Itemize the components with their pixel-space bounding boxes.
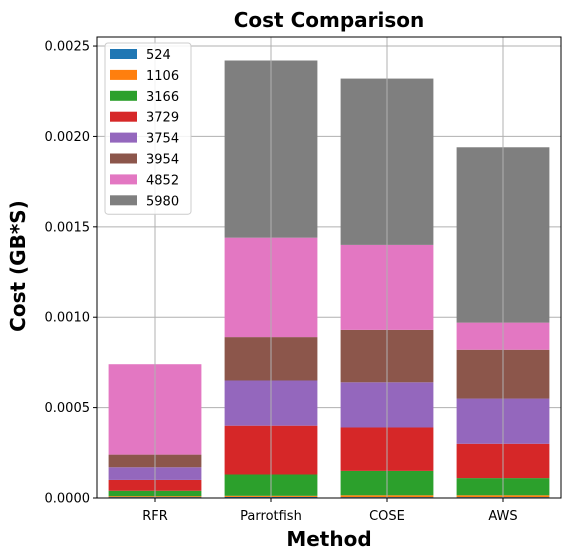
legend-swatch	[110, 49, 137, 59]
legend-entry: 3754	[146, 132, 179, 147]
legend-entry: 524	[146, 48, 171, 63]
legend-entry: 1106	[146, 69, 179, 84]
plot-frame	[96, 36, 562, 499]
chart-title: Cost Comparison	[234, 8, 425, 32]
axis-ticks: 0.0000 0.0005 0.0010 0.0015 0.0020 0.0025 RFR P…	[45, 40, 518, 524]
legend-swatch	[110, 111, 137, 122]
legend-entry: 3166	[146, 90, 179, 105]
y-tick-label: 0.0005	[45, 401, 91, 416]
y-tick-label: 0.0015	[45, 220, 91, 235]
legend-swatch	[110, 90, 137, 101]
legend-entry: 5980	[146, 194, 179, 209]
legend-swatch	[110, 174, 137, 185]
legend-swatch	[110, 153, 137, 164]
y-axis-label: Cost (GB*S)	[6, 200, 30, 332]
y-tick-label: 0.0010	[45, 311, 91, 326]
y-tick-label: 0.0020	[45, 130, 91, 145]
legend: 524 1106 3166 3729 3754 3954 4852 5980	[104, 42, 192, 215]
x-tick-label: Parrotfish	[240, 509, 302, 524]
legend-swatch	[110, 69, 137, 80]
legend-swatch	[110, 195, 137, 206]
x-tick-label: COSE	[369, 509, 405, 524]
y-tick-label: 0.0025	[45, 40, 91, 55]
legend-entry: 3954	[146, 153, 179, 168]
legend-box	[104, 42, 192, 215]
legend-swatch	[110, 132, 137, 143]
legend-entry: 4852	[146, 173, 179, 188]
y-tick-label: 0.0000	[45, 492, 91, 507]
x-axis-label: Method	[286, 527, 371, 551]
legend-entry: 3729	[146, 111, 179, 126]
x-tick-label: AWS	[488, 509, 517, 524]
x-tick-label: RFR	[142, 509, 168, 524]
